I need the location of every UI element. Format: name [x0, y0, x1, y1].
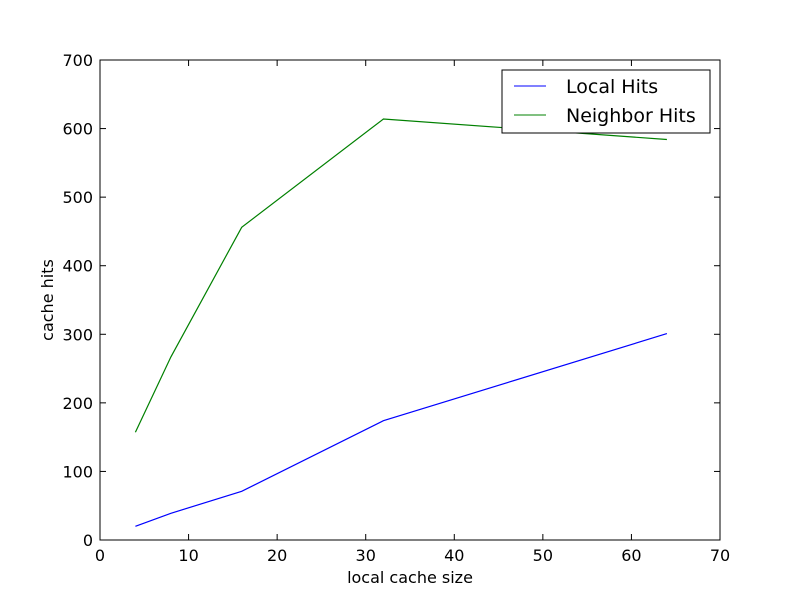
y-axis-label: cache hits	[38, 259, 57, 341]
y-axis-ticks: 0 100 200 300 400 500 600 700	[62, 51, 720, 550]
series-layer	[134, 118, 668, 527]
y-tick-label: 600	[62, 120, 93, 139]
y-tick-label: 100	[62, 462, 93, 481]
x-tick-label: 50	[533, 546, 553, 565]
series-line-local-hits	[135, 333, 668, 527]
x-axis-ticks: 0 10 20 30 40 50 60 70	[95, 60, 730, 565]
x-tick-label: 40	[444, 546, 464, 565]
legend-box	[501, 69, 711, 134]
x-tick-label: 20	[267, 546, 287, 565]
plot-frame	[99, 59, 721, 541]
x-axis-label: local cache size	[347, 568, 473, 587]
x-tick-label: 10	[178, 546, 198, 565]
legend: Local Hits Neighbor Hits	[501, 69, 711, 134]
legend-label-local-hits: Local Hits	[566, 76, 658, 98]
y-tick-label: 400	[62, 257, 93, 276]
y-tick-label: 200	[62, 394, 93, 413]
x-tick-label: 30	[356, 546, 376, 565]
x-tick-label: 0	[95, 546, 105, 565]
x-tick-label: 70	[710, 546, 730, 565]
y-tick-label: 500	[62, 188, 93, 207]
y-tick-label: 0	[83, 531, 93, 550]
series-line-neighbor-hits	[134, 118, 667, 433]
legend-label-neighbor-hits: Neighbor Hits	[566, 105, 696, 127]
x-tick-label: 60	[621, 546, 641, 565]
y-tick-label: 700	[62, 51, 93, 70]
y-tick-label: 300	[62, 325, 93, 344]
